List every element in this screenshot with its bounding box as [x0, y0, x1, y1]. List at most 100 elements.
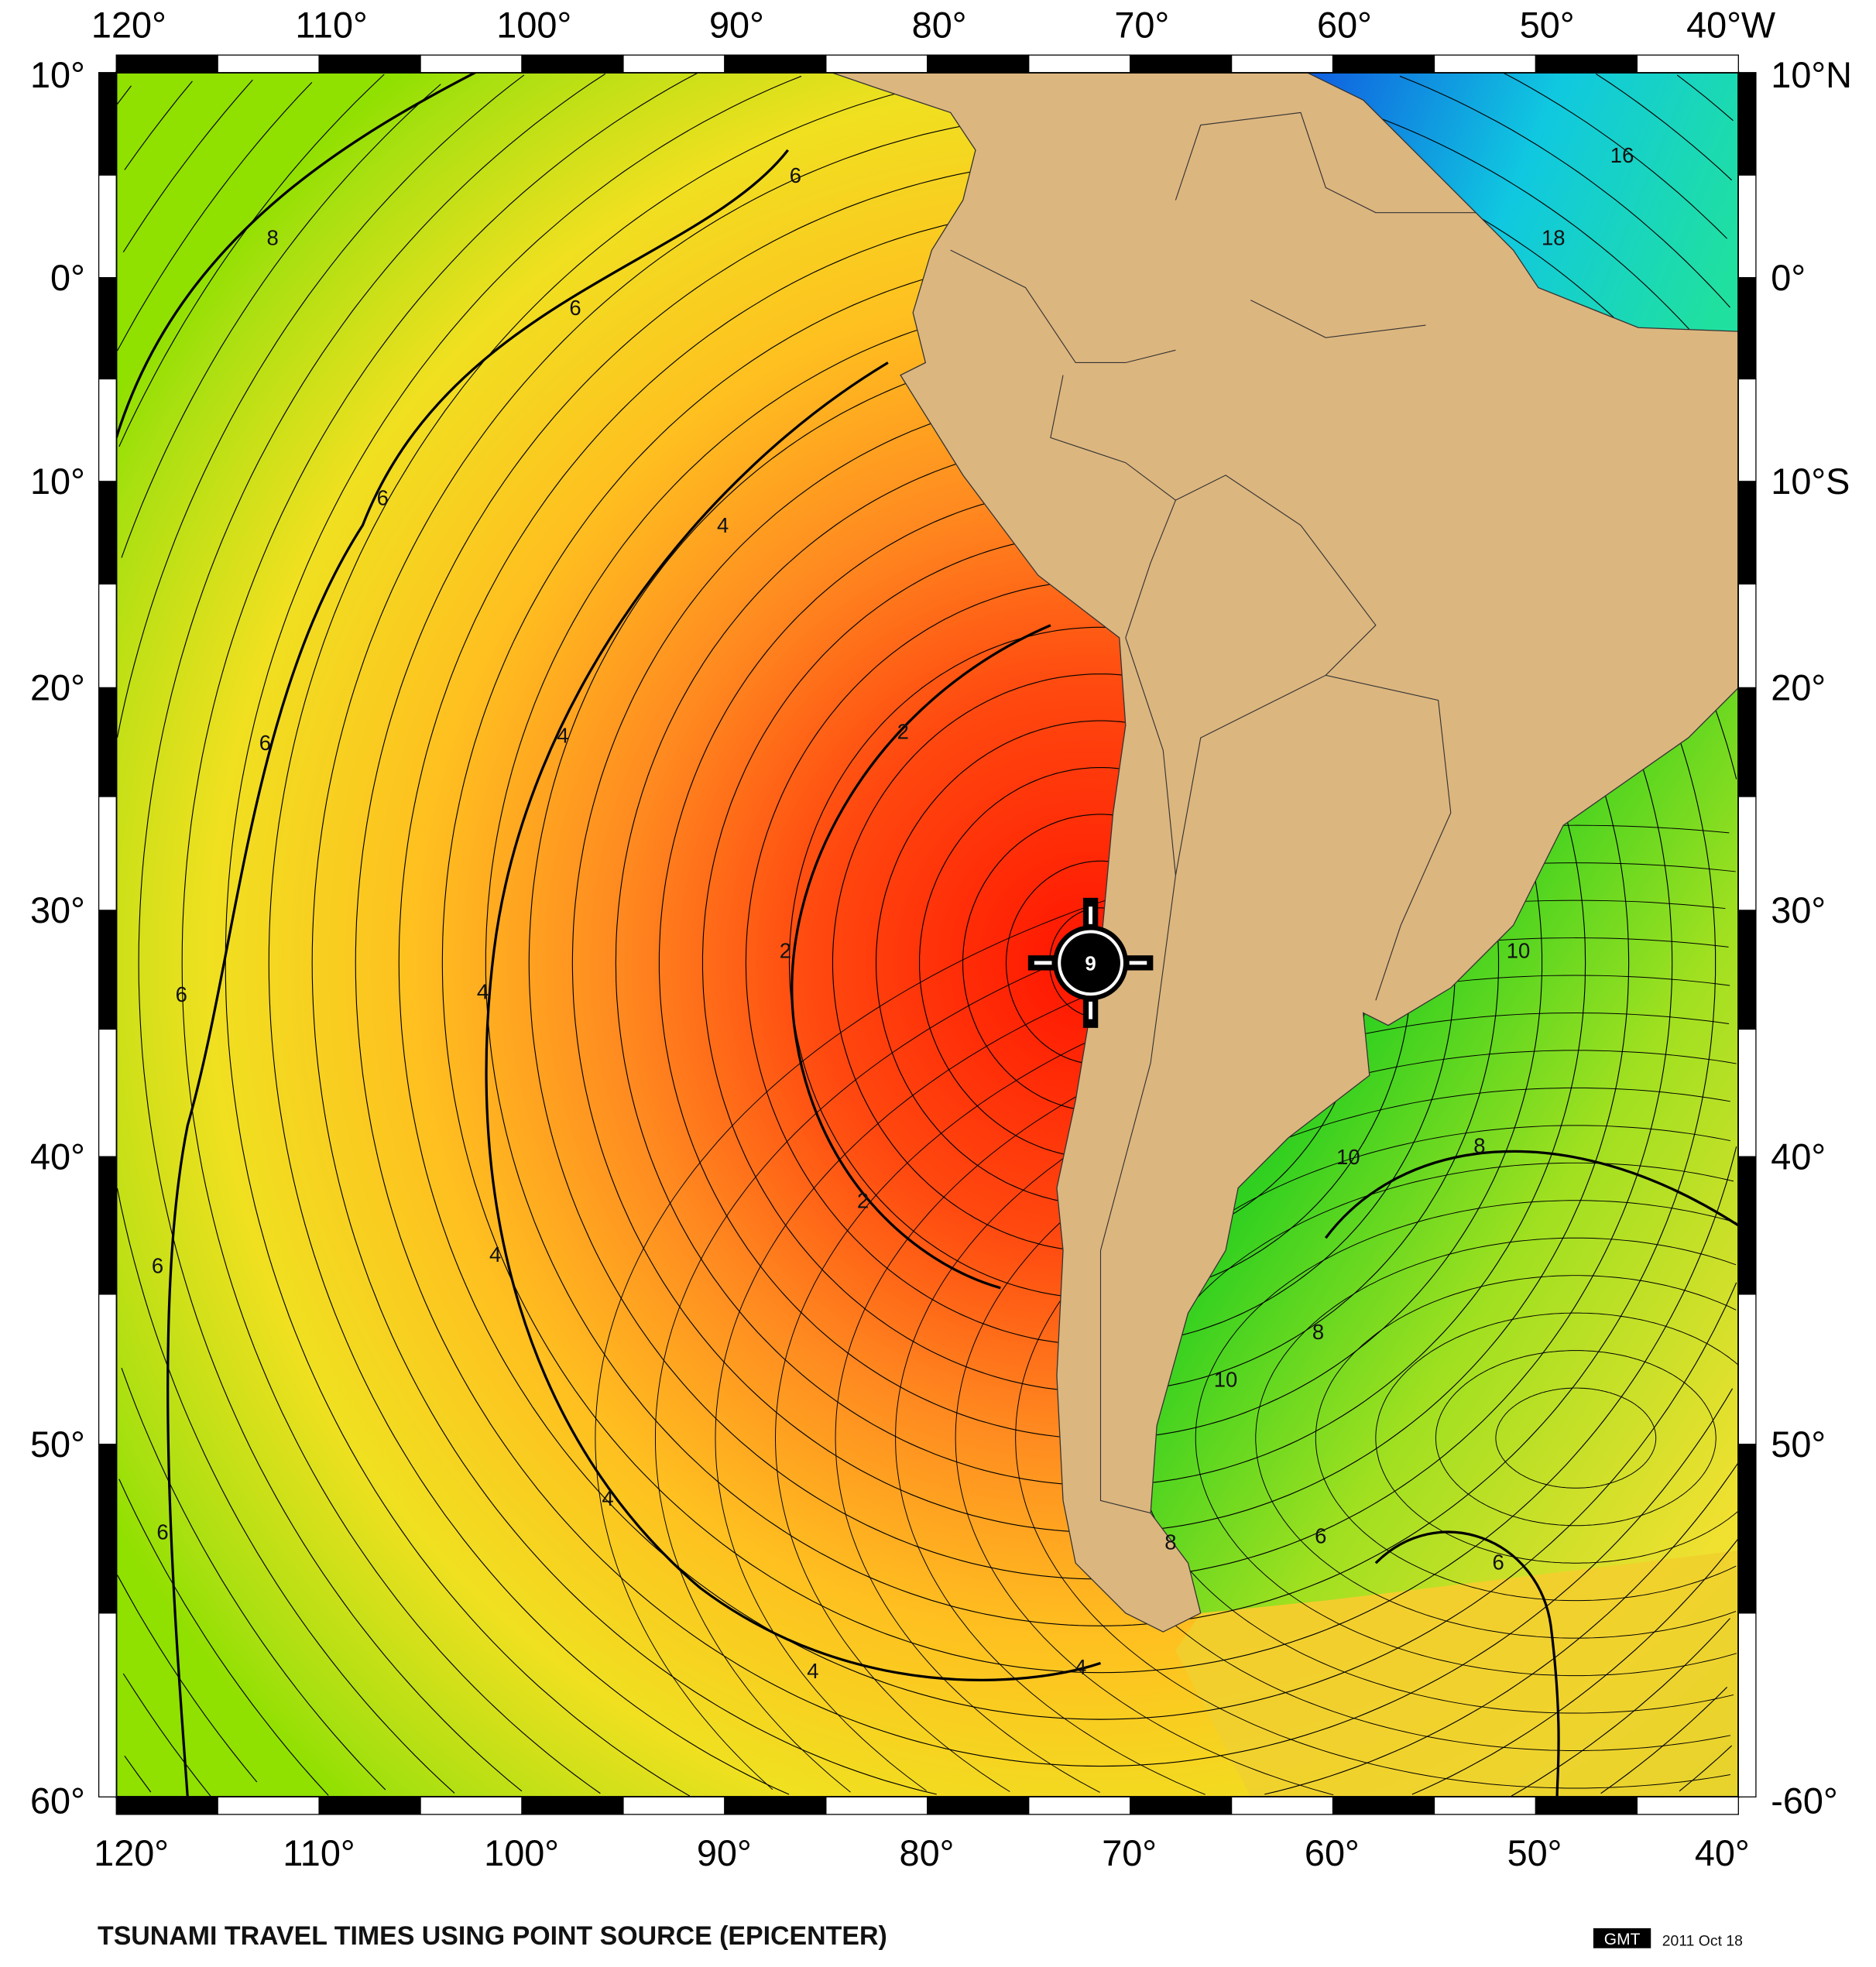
isochrone — [116, 85, 132, 105]
gmt-logo: GMT — [1593, 1928, 1651, 1948]
scale-bar-segment — [1737, 583, 1757, 689]
contour-label: 2 — [897, 720, 909, 744]
south-america-land — [831, 72, 1739, 1633]
scale-bar-segment — [1737, 1028, 1757, 1157]
epicenter-crosshair-icon: 9 — [1027, 897, 1154, 1028]
right-lat-label: -60° — [1771, 1780, 1837, 1821]
top-lon-label: 40°W — [1686, 5, 1776, 46]
gmt-logo-text: GMT — [1604, 1931, 1641, 1948]
scale-bar-segment — [318, 1796, 421, 1815]
map-title: TSUNAMI TRAVEL TIMES USING POINT SOURCE … — [98, 1921, 887, 1951]
scale-bar-segment — [1535, 1796, 1638, 1815]
scale-bar-segment — [217, 1796, 320, 1815]
contour-label: 6 — [1493, 1550, 1504, 1574]
bottom-lon-label: 40° — [1695, 1833, 1750, 1873]
contour-label: 6 — [569, 296, 581, 320]
left-lat-label: 50° — [30, 1424, 85, 1465]
contour-label: 6 — [156, 1520, 168, 1544]
scale-bar-segment — [1737, 378, 1757, 482]
hour-contours — [116, 72, 1739, 1797]
isochrone — [117, 81, 313, 1783]
scale-bar-segment — [1130, 54, 1233, 74]
scale-bar-segment — [98, 481, 117, 585]
scale-bar-segment — [1028, 1796, 1131, 1815]
contour-atlantic-8h — [1324, 1150, 1739, 1239]
right-lat-label: 40° — [1771, 1136, 1826, 1177]
scale-bar-segment — [1737, 1444, 1757, 1614]
map-date: 2011 Oct 18 — [1662, 1932, 1743, 1949]
bottom-lon-label: 70° — [1102, 1833, 1157, 1873]
scale-bar-segment — [1230, 54, 1334, 74]
scale-bar-segment — [927, 54, 1030, 74]
contour-label: 4 — [489, 1242, 501, 1266]
left-lat-label: 0° — [50, 258, 85, 298]
bottom-lon-label: 90° — [697, 1833, 752, 1873]
right-lat-label: 20° — [1771, 668, 1826, 708]
scale-bar-segment — [98, 378, 117, 482]
caribbean-sea — [1307, 72, 1739, 332]
isochrone — [955, 1050, 1737, 1796]
scale-bar-segment — [1737, 1294, 1757, 1445]
contour-label: 2 — [780, 938, 791, 962]
isochrone — [138, 74, 1732, 1792]
scale-bar-segment — [1737, 72, 1757, 176]
isochrone — [225, 75, 1730, 1797]
south-atlantic-ocean — [1151, 687, 1739, 1613]
scale-bar-segment — [98, 276, 117, 380]
top-lon-label: 120° — [91, 5, 166, 46]
top-lon-label: 110° — [295, 5, 367, 46]
scale-bar-segment — [1737, 687, 1757, 797]
contour-label: 6 — [790, 163, 801, 187]
contour-label: 4 — [717, 513, 729, 537]
contour-label: 4 — [807, 1659, 818, 1683]
contour-label: 8 — [1164, 1530, 1176, 1554]
scale-bar-segment — [115, 1796, 218, 1815]
left-lat-label: 40° — [30, 1136, 85, 1177]
scale-bar-segment — [98, 910, 117, 1030]
contour-label: 4 — [557, 724, 568, 748]
contour-4h — [485, 362, 1102, 1681]
contour-label: 16 — [1610, 143, 1634, 167]
scale-bar-segment — [724, 54, 827, 74]
isochrone — [181, 72, 1728, 1794]
scale-bar-segment — [98, 1612, 117, 1797]
isochrone — [1495, 1387, 1657, 1489]
bottom-lon-label: 110° — [283, 1833, 355, 1873]
isochrone — [1375, 1312, 1738, 1564]
isochrone — [1435, 1350, 1717, 1527]
contour-label: 6 — [259, 731, 271, 755]
scale-bar-segment — [98, 1156, 117, 1295]
scale-bar-segment — [1130, 1796, 1233, 1815]
contour-label: 6 — [176, 982, 187, 1006]
top-lon-label: 60° — [1317, 5, 1372, 46]
scale-bar-segment — [1433, 54, 1537, 74]
isochrone — [1315, 1275, 1737, 1602]
isochrone — [122, 79, 253, 1797]
scale-bar-segment — [622, 54, 725, 74]
contour-label: 4 — [477, 980, 489, 1004]
country-borders — [950, 111, 1476, 1514]
scale-bar-segment — [1737, 910, 1757, 1030]
contour-label: 6 — [152, 1253, 163, 1277]
left-lat-label: 10° — [30, 461, 85, 502]
scale-bar-segment — [521, 54, 624, 74]
scale-bar-segment — [98, 72, 117, 176]
scale-bar-segment — [724, 1796, 827, 1815]
scale-bar-segment — [1737, 1612, 1757, 1797]
contour-label: 18 — [1542, 226, 1566, 250]
top-lon-label: 80° — [912, 5, 967, 46]
left-lat-label: 30° — [30, 890, 85, 930]
scale-bar-segment — [420, 1796, 523, 1815]
top-lon-label: 100° — [496, 5, 571, 46]
left-lat-label: 60° — [30, 1780, 85, 1821]
scale-bar-segment — [318, 54, 421, 74]
contour-atlantic-6h — [1374, 1530, 1560, 1797]
scale-bar-segment — [1737, 174, 1757, 279]
isochrone — [1255, 1237, 1737, 1639]
isochrone — [124, 81, 193, 1793]
right-lat-label: 0° — [1771, 258, 1806, 298]
isochrone — [116, 74, 1734, 1794]
scale-bar-segment — [98, 174, 117, 279]
scale-bar-segment — [1737, 796, 1757, 911]
